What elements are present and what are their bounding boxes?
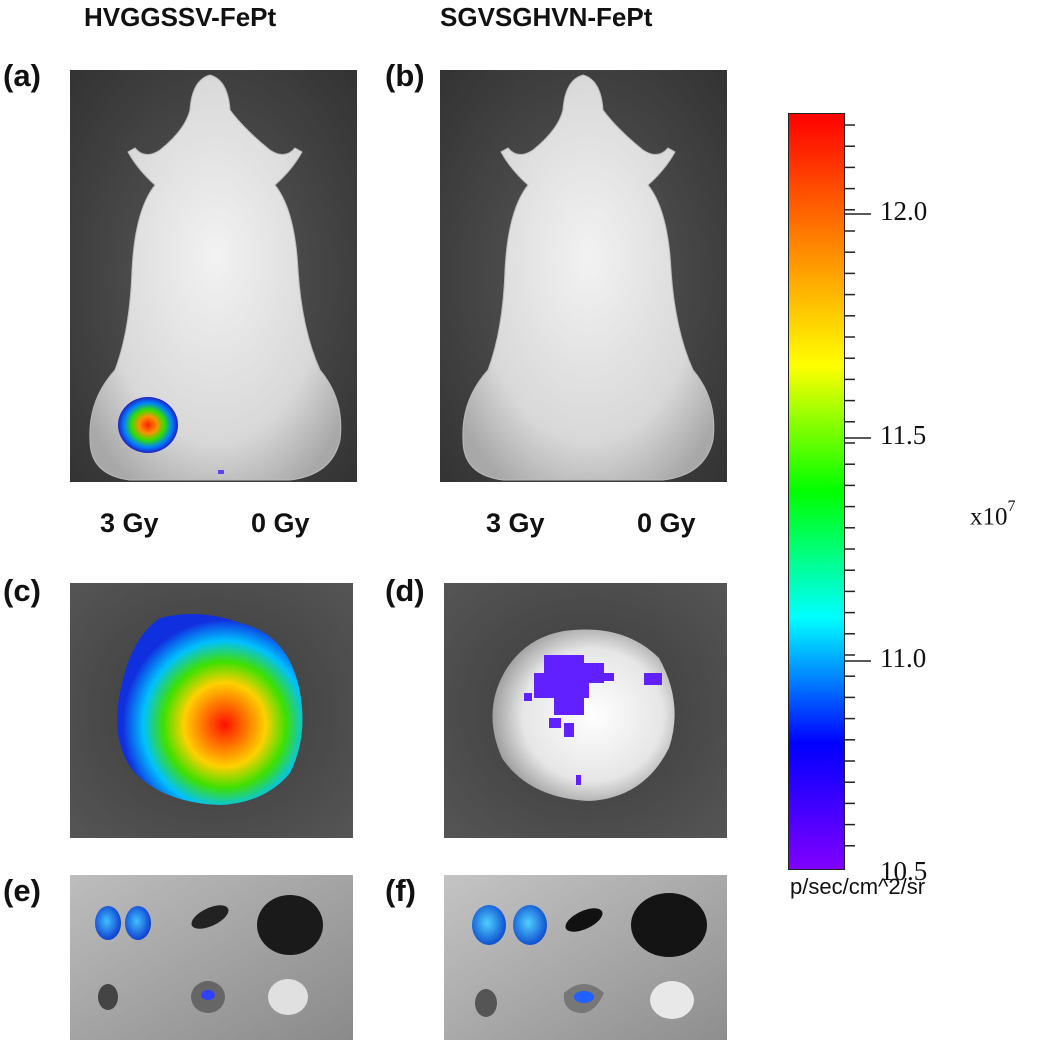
dose-label-b-0gy: 0 Gy: [637, 508, 696, 538]
column-title-hvggssv: HVGGSSV-FePt: [84, 2, 277, 32]
dose-label-b-3gy: 3 Gy: [486, 508, 545, 538]
tumor-signal-a: [118, 397, 178, 453]
dose-label-a-0gy: 0 Gy: [251, 508, 310, 538]
panel-label-a: (a): [3, 58, 41, 93]
colorbar-tick-11-0: 11.0: [880, 643, 927, 673]
colorbar-multiplier: x107: [970, 498, 1016, 531]
panel-label-e: (e): [3, 873, 41, 908]
panel-label-d: (d): [385, 573, 425, 608]
panel-f-organs-image: [444, 875, 727, 1040]
colorbar-ticks: [845, 120, 875, 865]
panel-label-b: (b): [385, 58, 425, 93]
panel-c-tumor-image: [70, 583, 353, 838]
panel-a-mouse-image: [70, 70, 357, 482]
colorbar-tick-10-5: 10.5: [880, 856, 928, 886]
panel-b-mouse-image: [440, 70, 727, 482]
panel-d-tumor-image: [444, 583, 727, 838]
colorbar-unit-label: p/sec/cm^2/sr: [790, 874, 926, 899]
colorbar-tick-11-5: 11.5: [880, 420, 927, 450]
tumor-signal-d: [524, 655, 662, 785]
panel-label-c: (c): [3, 573, 41, 608]
panel-label-f: (f): [385, 873, 416, 908]
panel-e-organs-image: [70, 875, 353, 1040]
colorbar-gradient: [788, 113, 845, 870]
colorbar-tick-12-0: 12.0: [880, 196, 928, 226]
dose-label-a-3gy: 3 Gy: [100, 508, 159, 538]
tumor-signal-c: [117, 614, 303, 805]
column-title-sgvsghvn: SGVSGHVN-FePt: [440, 2, 653, 32]
